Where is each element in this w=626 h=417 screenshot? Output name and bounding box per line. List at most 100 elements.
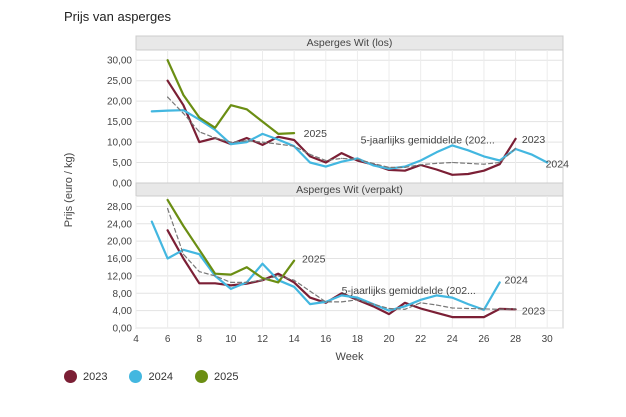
panel-1-point-2024 bbox=[277, 139, 279, 141]
legend-label-2025: 2025 bbox=[213, 370, 239, 383]
panel-2-point-avg bbox=[325, 301, 327, 303]
xtick-label: 8 bbox=[196, 334, 202, 345]
panel-1-point-2023 bbox=[246, 137, 248, 139]
xtick-label: 16 bbox=[320, 334, 332, 345]
xtick-label: 12 bbox=[257, 334, 269, 345]
panel-2-point-2023 bbox=[388, 313, 390, 315]
panel-1-series-label: 5-jaarlijks gemiddelde (202... bbox=[361, 135, 495, 147]
panel-2-point-2024 bbox=[467, 303, 469, 305]
panel-1-ytick-label: 20,00 bbox=[107, 97, 132, 108]
panel-2-ytick-label: 16,00 bbox=[107, 254, 132, 265]
panel-1-ytick-label: 30,00 bbox=[107, 56, 132, 67]
panel-1-point-2024 bbox=[388, 168, 390, 170]
panel-2-series-label: 2024 bbox=[504, 274, 528, 286]
panel-1-point-2024 bbox=[546, 161, 548, 164]
panel-2-point-2024 bbox=[404, 305, 406, 307]
legend-item-2024[interactable]: 2024 bbox=[129, 370, 173, 383]
panel-1-point-avg bbox=[404, 166, 406, 168]
panel-2-point-2024 bbox=[435, 294, 438, 296]
panel-2-point-2025 bbox=[246, 266, 248, 268]
panel-1-point-avg bbox=[420, 164, 422, 166]
panel-1-point-2025 bbox=[182, 94, 184, 96]
panel-2-point-2025 bbox=[277, 281, 279, 283]
panel-2-series-label: 5-jaarlijks gemiddelde (202... bbox=[342, 285, 476, 297]
panel-2-point-2024 bbox=[182, 249, 184, 251]
panel-1-point-2023 bbox=[325, 161, 327, 164]
panel-1-point-2024 bbox=[309, 161, 311, 164]
panel-1-point-avg bbox=[467, 162, 469, 164]
panel-1-point-avg bbox=[309, 153, 311, 155]
panel-2-series-label: 2023 bbox=[522, 306, 546, 318]
panel-2-point-2023 bbox=[404, 302, 406, 304]
panel-1-point-avg bbox=[182, 112, 184, 114]
panel-1-ytick-label: 5,00 bbox=[113, 158, 133, 169]
panel-2-point-2023 bbox=[341, 292, 343, 294]
panel-1-ytick-label: 15,00 bbox=[107, 117, 132, 128]
panel-1-point-2023 bbox=[182, 104, 184, 106]
panel-1-point-2023 bbox=[261, 144, 264, 146]
panel-1-point-avg bbox=[325, 159, 327, 162]
panel-2-point-avg bbox=[293, 279, 295, 281]
legend-swatch-2024 bbox=[129, 370, 143, 383]
panel-1-point-2023 bbox=[277, 136, 279, 138]
panel-2-point-2023 bbox=[372, 305, 374, 307]
panel-1-point-2024 bbox=[167, 110, 169, 112]
panel-1-point-2023 bbox=[341, 152, 343, 154]
panel-1-point-2024 bbox=[451, 144, 453, 146]
panel-1-point-avg bbox=[198, 131, 200, 133]
panel-1-point-2023 bbox=[435, 168, 438, 171]
panel-1-point-2023 bbox=[309, 155, 311, 157]
panel-1-point-2025 bbox=[198, 116, 200, 119]
panel-1-point-2023 bbox=[167, 80, 169, 82]
panel-2-title: Asperges Wit (verpakt) bbox=[296, 184, 403, 196]
panel-1-point-avg bbox=[214, 137, 216, 139]
panel-2-point-2025 bbox=[167, 199, 169, 201]
panel-1-point-avg bbox=[356, 158, 358, 160]
legend-item-2025[interactable]: 2025 bbox=[194, 370, 239, 383]
panel-1-point-2024 bbox=[435, 151, 438, 153]
panel-2-point-2024 bbox=[388, 310, 390, 312]
panel-1-point-2024 bbox=[530, 153, 533, 155]
panel-2-point-2023 bbox=[277, 273, 279, 275]
panel-1-series-label: 2024 bbox=[546, 158, 570, 170]
panel-1-point-avg bbox=[341, 157, 343, 159]
panel-2-point-avg bbox=[451, 307, 453, 309]
panel-1-series-2024 bbox=[150, 109, 549, 170]
xtick-label: 6 bbox=[165, 334, 171, 345]
panel-2-point-2024 bbox=[198, 253, 200, 255]
panel-1-point-avg bbox=[451, 161, 453, 164]
legend-label-2023: 2023 bbox=[83, 370, 108, 383]
legend-swatch-2025 bbox=[194, 370, 208, 383]
panel-1-point-2023 bbox=[404, 170, 406, 172]
xtick-label: 18 bbox=[352, 334, 364, 345]
panel-1-point-2024 bbox=[198, 119, 200, 121]
panel-2-point-2023 bbox=[214, 282, 216, 284]
xtick-label: 30 bbox=[542, 334, 554, 345]
panel-1-point-2024 bbox=[246, 141, 248, 143]
panel-1-point-avg bbox=[277, 143, 279, 145]
panel-2-point-2024 bbox=[167, 257, 169, 260]
panel-1-ytick-label: 10,00 bbox=[107, 138, 132, 149]
panel-2-point-2023 bbox=[435, 312, 438, 314]
panel-2-point-2023 bbox=[167, 229, 169, 231]
panel-2-point-avg bbox=[341, 301, 343, 303]
panel-2-point-avg bbox=[515, 308, 517, 310]
chart-title: Prijs van asperges bbox=[64, 9, 171, 24]
panel-2-point-avg bbox=[261, 279, 264, 281]
xtick-label: 28 bbox=[510, 334, 522, 345]
panel-1-title: Asperges Wit (los) bbox=[307, 37, 393, 49]
panel-2-point-2024 bbox=[483, 309, 485, 311]
panel-2-point-avg bbox=[246, 281, 248, 283]
panel-1-point-avg bbox=[388, 166, 390, 168]
panel-1-point-2024 bbox=[372, 164, 374, 166]
panel-1-point-avg bbox=[230, 141, 232, 143]
panel-2-point-2023 bbox=[293, 281, 295, 283]
panel-1-point-avg bbox=[261, 141, 264, 143]
legend-item-2023[interactable]: 2023 bbox=[64, 370, 107, 383]
panel-1-point-2025 bbox=[246, 108, 248, 110]
panel-1-series-label: 2025 bbox=[304, 128, 328, 140]
panel-2-point-avg bbox=[404, 308, 406, 310]
panel-2-point-2024 bbox=[309, 303, 311, 305]
panel-2-point-2024 bbox=[293, 286, 295, 288]
panel-2-point-avg bbox=[420, 302, 422, 304]
